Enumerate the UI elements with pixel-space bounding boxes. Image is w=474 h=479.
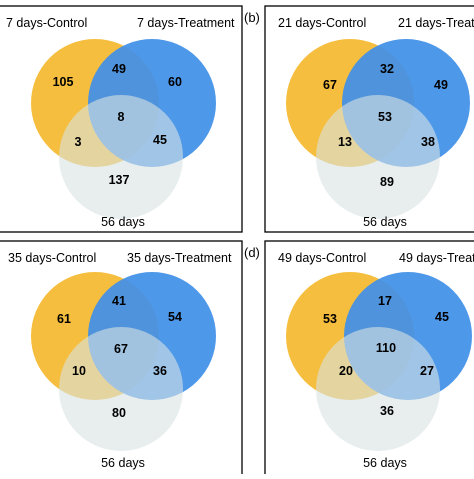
- set-c-label: 56 days: [101, 215, 145, 229]
- count-a-b: 41: [112, 294, 126, 308]
- set-c-label: 56 days: [101, 456, 145, 470]
- venn-panel-d: (d) 49 days-Control 49 days-Treatment 56…: [244, 240, 474, 479]
- count-a-c: 10: [72, 364, 86, 378]
- count-b-c: 27: [420, 364, 434, 378]
- panel-frame: [0, 240, 243, 479]
- count-a-b: 32: [380, 62, 394, 76]
- panel-letter: (b): [244, 10, 260, 25]
- count-a-only: 61: [57, 312, 71, 326]
- count-b-c: 36: [153, 364, 167, 378]
- count-b-only: 54: [168, 310, 182, 324]
- venn-panel-b: (b) 21 days-Control 21 days-Treatment 56…: [244, 5, 474, 233]
- set-c-label: 56 days: [363, 215, 407, 229]
- count-a-only: 53: [323, 312, 337, 326]
- count-a-b: 49: [112, 62, 126, 76]
- set-b-label: 7 days-Treatment: [137, 16, 235, 30]
- panel-frame: [264, 240, 474, 479]
- count-a-only: 67: [323, 78, 337, 92]
- panel-frame: [264, 5, 474, 233]
- set-a-label: 35 days-Control: [8, 251, 96, 265]
- set-c-circle: [316, 327, 440, 451]
- count-a-b-c: 67: [114, 342, 128, 356]
- venn-panel-a: 7 days-Control 7 days-Treatment 56 days …: [0, 5, 243, 233]
- set-c-circle: [59, 327, 183, 451]
- count-c-only: 137: [109, 173, 130, 187]
- count-c-only: 89: [380, 175, 394, 189]
- count-b-only: 45: [435, 310, 449, 324]
- count-a-c: 3: [75, 135, 82, 149]
- count-b-c: 38: [421, 135, 435, 149]
- panel-letter: (d): [244, 245, 260, 260]
- set-c-circle: [316, 95, 440, 219]
- count-a-c: 13: [338, 135, 352, 149]
- count-a-b-c: 110: [376, 341, 396, 355]
- count-b-only: 60: [168, 75, 182, 89]
- set-b-label: 21 days-Treatment: [398, 16, 474, 30]
- set-a-label: 49 days-Control: [278, 251, 366, 265]
- set-b-label: 35 days-Treatment: [127, 251, 232, 265]
- set-c-label: 56 days: [363, 456, 407, 470]
- count-a-only: 105: [53, 75, 74, 89]
- count-a-b-c: 8: [118, 110, 125, 124]
- count-a-b: 17: [378, 294, 392, 308]
- count-c-only: 36: [380, 404, 394, 418]
- count-b-c: 45: [153, 133, 167, 147]
- count-b-only: 49: [434, 78, 448, 92]
- set-b-label: 49 days-Treatment: [399, 251, 474, 265]
- venn-panel-c: 35 days-Control 35 days-Treatment 56 day…: [0, 240, 243, 479]
- set-a-label: 7 days-Control: [6, 16, 87, 30]
- count-a-b-c: 53: [378, 110, 392, 124]
- count-c-only: 80: [112, 406, 126, 420]
- panel-frame: [0, 5, 243, 233]
- set-c-circle: [59, 95, 183, 219]
- set-a-label: 21 days-Control: [278, 16, 366, 30]
- count-a-c: 20: [339, 364, 353, 378]
